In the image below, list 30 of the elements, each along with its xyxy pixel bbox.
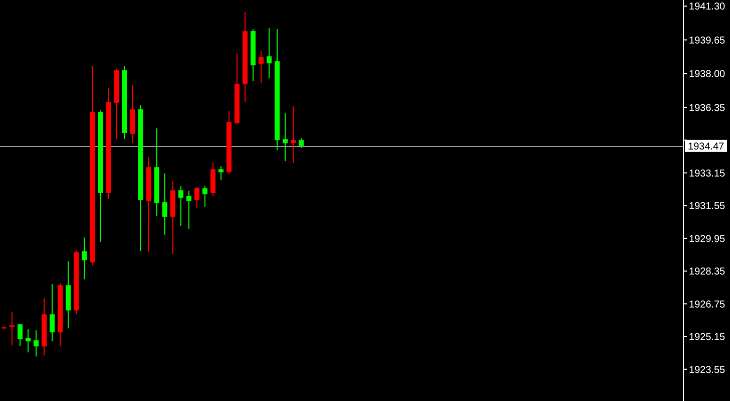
candlestick	[82, 237, 87, 280]
candlestick	[266, 28, 272, 79]
candlestick	[34, 330, 39, 357]
candlestick	[162, 172, 168, 236]
ref-line-label: 1934.47	[688, 141, 725, 152]
candlestick	[218, 166, 224, 181]
y-tick-label: 1928.35	[688, 266, 726, 278]
y-tick-label: 1923.55	[688, 364, 726, 376]
y-tick-label: 1925.15	[688, 332, 726, 344]
candlestick	[290, 106, 296, 164]
candlestick	[18, 324, 23, 346]
candlestick	[194, 186, 200, 208]
y-tick-label: 1941.30	[688, 2, 726, 13]
candlestick	[10, 312, 15, 346]
y-tick-label: 1926.75	[688, 299, 726, 310]
candlestick	[258, 50, 264, 84]
candlestick	[298, 138, 304, 148]
candlestick	[282, 112, 288, 162]
candlestick	[50, 284, 55, 342]
candlestick	[202, 186, 208, 208]
y-tick-label: 1933.15	[688, 168, 726, 180]
y-tick-label: 1936.35	[688, 102, 726, 114]
candlestick	[210, 162, 216, 196]
y-tick-label: 1931.55	[688, 201, 726, 212]
y-tick-label: 1939.65	[688, 35, 726, 46]
y-tick-label: 1929.95	[688, 234, 726, 245]
y-tick-label: 1938.00	[688, 69, 726, 80]
candlestick	[186, 190, 192, 230]
candlestick	[178, 186, 184, 226]
candlestick	[26, 328, 31, 353]
